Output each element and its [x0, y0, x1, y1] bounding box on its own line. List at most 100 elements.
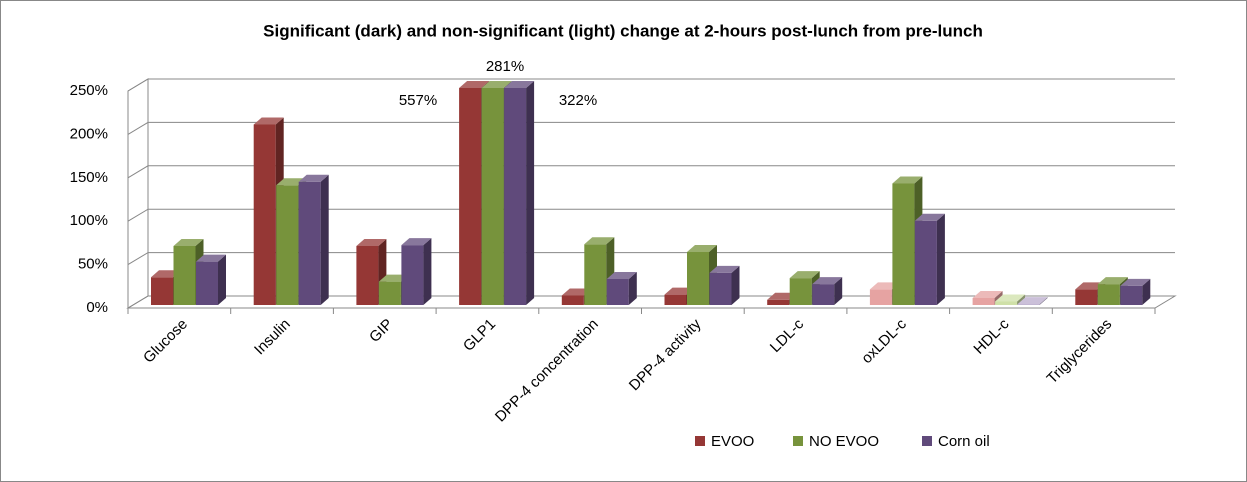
bar	[1120, 278, 1151, 305]
bar-top	[995, 294, 1026, 302]
bar-side	[1142, 278, 1151, 305]
bar-side	[423, 238, 432, 305]
y-tick-label: 250%	[70, 82, 108, 99]
bar	[914, 213, 945, 305]
bar-top	[812, 277, 843, 285]
bar-top	[459, 81, 490, 88]
bar-front	[869, 289, 892, 305]
bar-front	[584, 244, 607, 305]
bar-front	[459, 88, 482, 305]
bar	[401, 238, 432, 305]
bar-top	[356, 238, 387, 246]
bar-front	[892, 183, 915, 305]
grid-line	[127, 252, 1175, 266]
bar	[995, 294, 1026, 305]
bar-front	[687, 252, 709, 305]
legend-label: NO EVOO	[809, 433, 879, 450]
bar-front	[1017, 304, 1040, 305]
bar-side	[834, 277, 843, 305]
legend-swatch	[922, 436, 932, 446]
bar-top	[401, 238, 432, 246]
y-tick-label: 100%	[70, 212, 108, 229]
data-label: 557%	[399, 92, 437, 109]
bar-top	[709, 265, 740, 273]
grid-line	[127, 165, 1175, 179]
y-tick-label: 150%	[70, 169, 108, 186]
bar-top	[253, 117, 284, 125]
legend-label: Corn oil	[938, 433, 990, 450]
bar-front	[972, 298, 995, 305]
chart-title: Significant (dark) and non-significant (…	[263, 21, 983, 40]
bar-front	[606, 278, 629, 305]
bar-side	[218, 254, 226, 305]
bar-front	[914, 220, 937, 305]
bar-side	[731, 265, 740, 305]
y-tick-label: 200%	[70, 125, 108, 142]
bar-front	[664, 294, 687, 305]
bar-top	[584, 237, 615, 245]
legend-swatch	[793, 436, 803, 446]
bar	[584, 237, 615, 305]
bar	[709, 265, 740, 305]
bar-top	[504, 81, 535, 88]
bar-top	[196, 254, 226, 262]
bar-front	[789, 278, 812, 305]
bar	[1097, 277, 1128, 305]
bar-front	[767, 299, 790, 305]
bar-side	[1017, 294, 1026, 305]
bar-side	[1039, 297, 1048, 305]
bar-front	[504, 88, 527, 305]
grid-line	[127, 78, 1175, 92]
side-wall	[127, 78, 149, 309]
bar-top	[1097, 277, 1128, 285]
bar	[196, 254, 226, 305]
bar-top	[606, 271, 637, 279]
legend-label: EVOO	[711, 433, 754, 450]
data-label: 322%	[559, 92, 597, 109]
bar-front	[995, 301, 1018, 305]
bar-front	[401, 245, 424, 305]
bar-side	[526, 81, 535, 305]
bar-front	[253, 124, 276, 306]
grid-line	[127, 121, 1175, 135]
bar	[504, 81, 535, 305]
bar-front	[196, 261, 218, 305]
bar-front	[709, 272, 732, 305]
bar-front	[298, 181, 321, 305]
bar-front	[356, 245, 379, 305]
bar-front	[173, 245, 196, 305]
bar-top	[481, 81, 512, 88]
bar-front	[276, 185, 299, 305]
bar-top	[914, 213, 945, 221]
bar-front	[812, 284, 835, 305]
bar-side	[320, 174, 329, 305]
bar-top	[298, 174, 329, 182]
bar-front	[378, 281, 401, 305]
bar-top	[892, 176, 923, 184]
bar-front	[1097, 284, 1120, 305]
bar	[812, 277, 843, 305]
y-tick-label: 50%	[78, 256, 108, 273]
bar-front	[561, 295, 584, 305]
bar-front	[481, 88, 504, 305]
bar	[1017, 297, 1048, 305]
bar-side	[936, 213, 945, 305]
grid-line	[127, 208, 1175, 222]
bar-top	[687, 245, 717, 253]
bar-top	[173, 238, 204, 246]
bar-top	[789, 271, 820, 279]
data-label: 281%	[486, 58, 524, 75]
bar-front	[1075, 289, 1098, 305]
bar-top	[1017, 297, 1048, 305]
bar	[606, 271, 637, 305]
bar-top	[1120, 278, 1151, 286]
bar	[298, 174, 329, 305]
legend-swatch	[695, 436, 705, 446]
y-tick-label: 0%	[86, 299, 108, 316]
bar-front	[151, 277, 173, 305]
bar-side	[628, 271, 637, 305]
bar-top	[972, 291, 1003, 299]
bar-front	[1120, 285, 1143, 305]
